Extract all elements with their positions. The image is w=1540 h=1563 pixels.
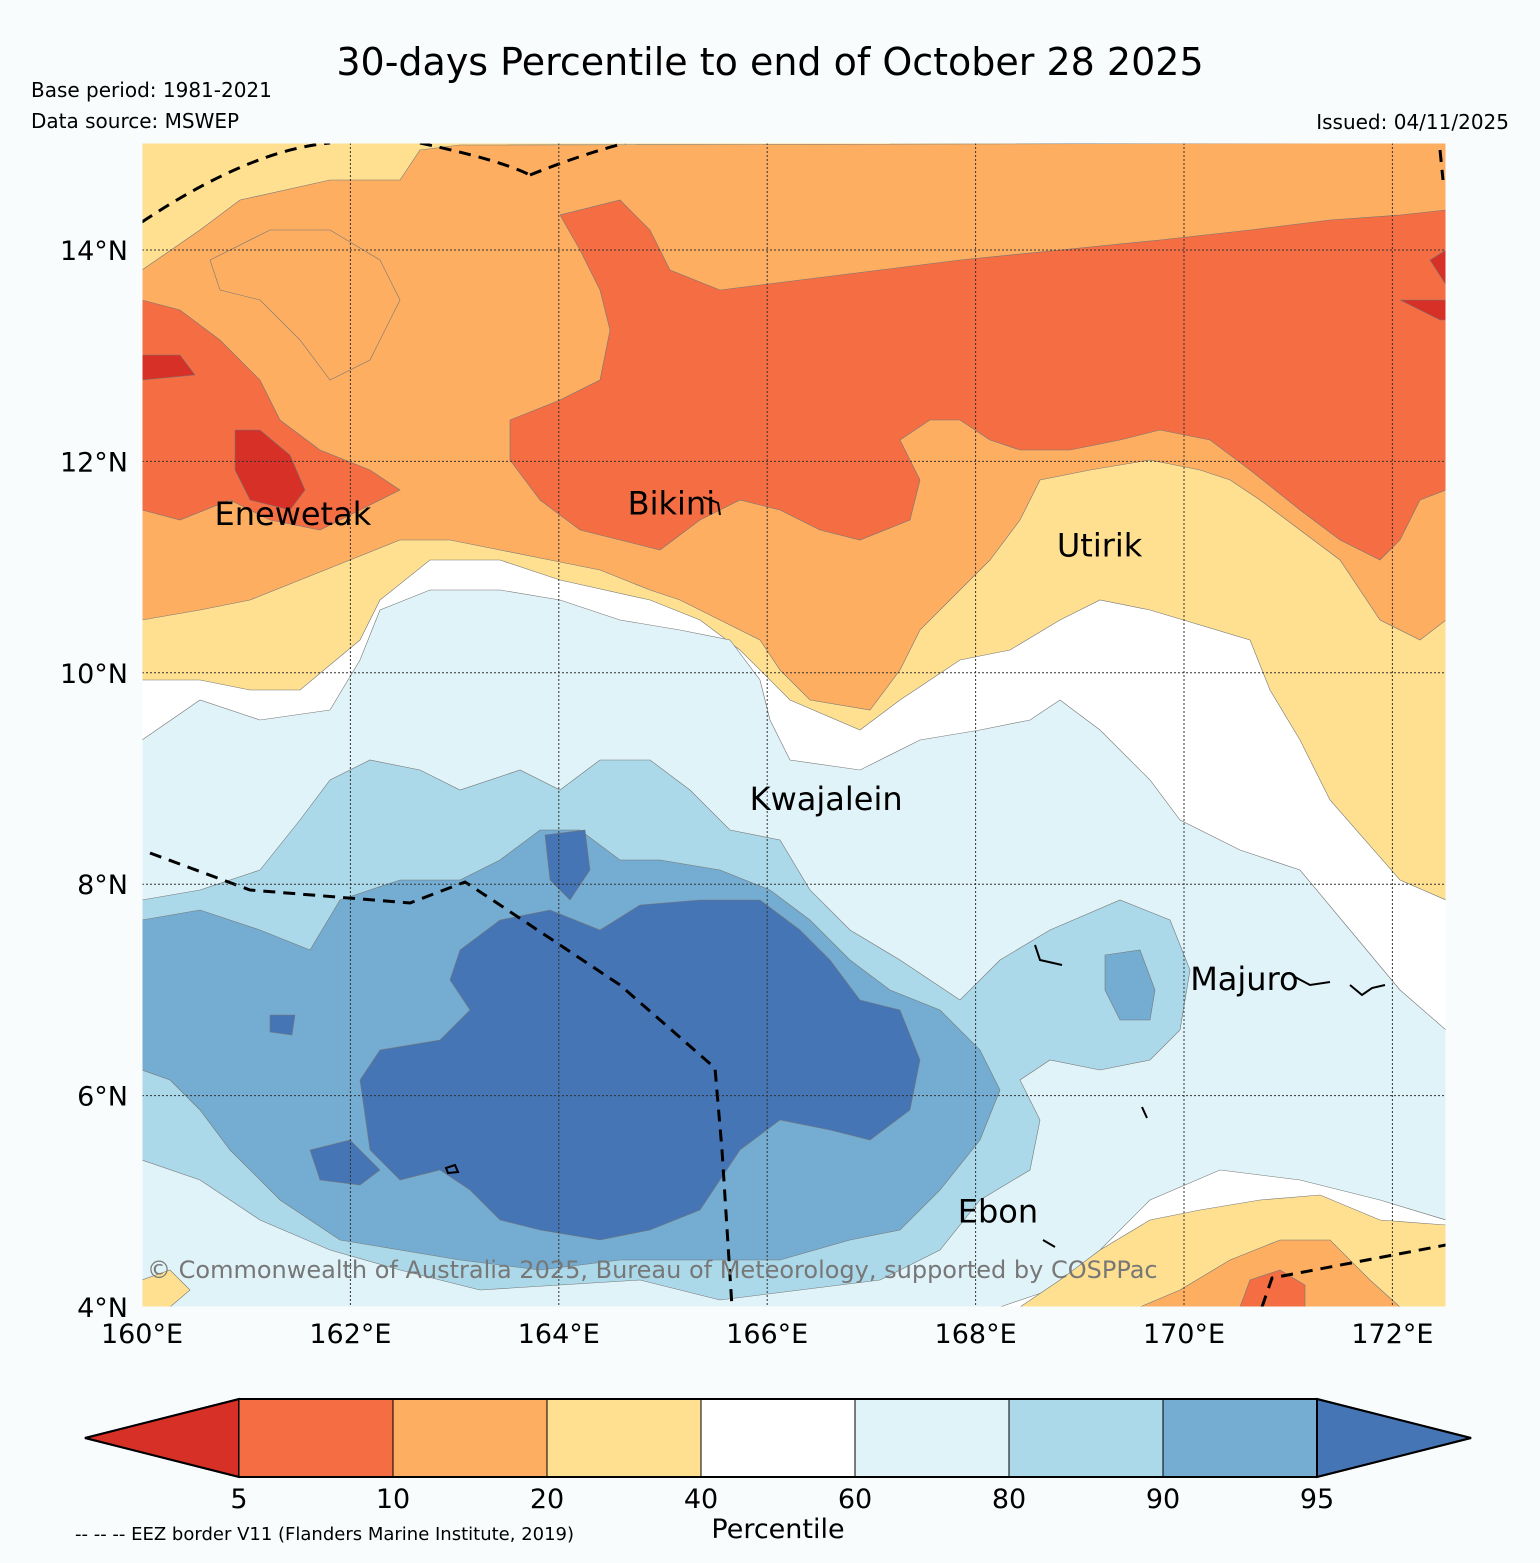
latitude-label: 12°N [60, 447, 128, 478]
longitude-label: 170°E [1143, 1319, 1225, 1350]
base-period-text: Base period: 1981-2021 [31, 78, 272, 102]
field-above-95 [269, 829, 921, 1241]
atoll-outline [1294, 976, 1331, 987]
atoll-outline [1034, 944, 1063, 966]
eez-border-north-arc [142, 143, 626, 224]
colorbar-outline [84, 1398, 1472, 1478]
place-label-majuro: Majuro [1190, 960, 1298, 998]
latitude-label: 6°N [77, 1082, 128, 1113]
eez-border-southeast [1260, 1243, 1446, 1307]
latitude-label: 8°N [77, 870, 128, 901]
place-label-kwajalein: Kwajalein [750, 780, 903, 818]
colorbar-tick-label: 20 [530, 1484, 564, 1515]
colorbar-below-5 [84, 1397, 240, 1479]
place-label-utirik: Utirik [1057, 527, 1143, 565]
atoll-outlines [444, 496, 1386, 1248]
latitude-labels: 14°N 12°N 10°N 8°N 6°N 4°N [60, 236, 128, 1324]
colorbar-tick-labels: 5 10 20 40 60 80 90 95 [230, 1484, 1334, 1515]
colorbar-tick-label: 10 [376, 1484, 410, 1515]
place-label-bikini: Bikini [628, 484, 715, 522]
eez-borders [142, 143, 1446, 1307]
colorbar-title: Percentile [711, 1514, 844, 1545]
issued-date-text: Issued: 04/11/2025 [1316, 110, 1509, 134]
longitude-label: 160°E [101, 1319, 183, 1350]
eez-border-ne [1438, 149, 1445, 181]
colorbar-tick-label: 90 [1146, 1484, 1180, 1515]
map-plot-area [142, 143, 1446, 1307]
map-title: 30-days Percentile to end of October 28 … [336, 40, 1204, 84]
colorbar-p20-40 [546, 1398, 702, 1478]
graticule [142, 143, 1446, 1307]
latitude-label: 14°N [60, 236, 128, 267]
eez-border-west [149, 851, 734, 1307]
atoll-outline [1042, 1239, 1056, 1248]
longitude-label: 172°E [1351, 1319, 1433, 1350]
place-label-ebon: Ebon [958, 1192, 1038, 1230]
longitude-label: 166°E [726, 1319, 808, 1350]
field-below-5 [142, 249, 1446, 511]
field-se-warm-p5-10 [1239, 1269, 1306, 1307]
colorbar-tick-label: 80 [992, 1484, 1026, 1515]
place-label-enewetak: Enewetak [215, 495, 372, 533]
colorbar-p90-95 [1162, 1398, 1318, 1478]
atoll-outline [444, 1163, 460, 1175]
place-labels: Enewetak Bikini Utirik Kwajalein Majuro Ebon [215, 484, 1299, 1230]
latitude-label: 10°N [60, 659, 128, 690]
colorbar-p60-80 [854, 1398, 1010, 1478]
latitude-label: 4°N [77, 1293, 128, 1324]
colorbar-tick-label: 60 [838, 1484, 872, 1515]
colorbar-tick-label: 5 [230, 1484, 247, 1515]
colorbar-p40-60 [700, 1398, 856, 1478]
colorbar-above-95 [1316, 1397, 1472, 1479]
longitude-label: 168°E [935, 1319, 1017, 1350]
longitude-label: 164°E [518, 1319, 600, 1350]
colorbar-tick-label: 95 [1300, 1484, 1334, 1515]
colorbar-p80-90 [1008, 1398, 1164, 1478]
colorbar-p5-10 [238, 1398, 394, 1478]
longitude-label: 162°E [309, 1319, 391, 1350]
map-frame [141, 142, 1447, 1308]
longitude-labels: 160°E 162°E 164°E 166°E 168°E 170°E 172°E [101, 1319, 1434, 1350]
colorbar-p10-20 [392, 1398, 548, 1478]
field-p5-10 [142, 199, 1446, 561]
atoll-outline [1141, 1106, 1148, 1119]
colorbar: 5 10 20 40 60 80 90 95 Percentile [84, 1397, 1472, 1545]
copyright-text: © Commonwealth of Australia 2025, Bureau… [147, 1256, 1158, 1284]
colorbar-tick-label: 40 [684, 1484, 718, 1515]
eez-border-note: -- -- -- EEZ border V11 (Flanders Marine… [75, 1524, 574, 1545]
atoll-outline [1349, 984, 1386, 997]
atoll-outline [702, 496, 721, 516]
data-source-text: Data source: MSWEP [31, 109, 240, 133]
field-se-warm-p20-40 [142, 1194, 1446, 1307]
